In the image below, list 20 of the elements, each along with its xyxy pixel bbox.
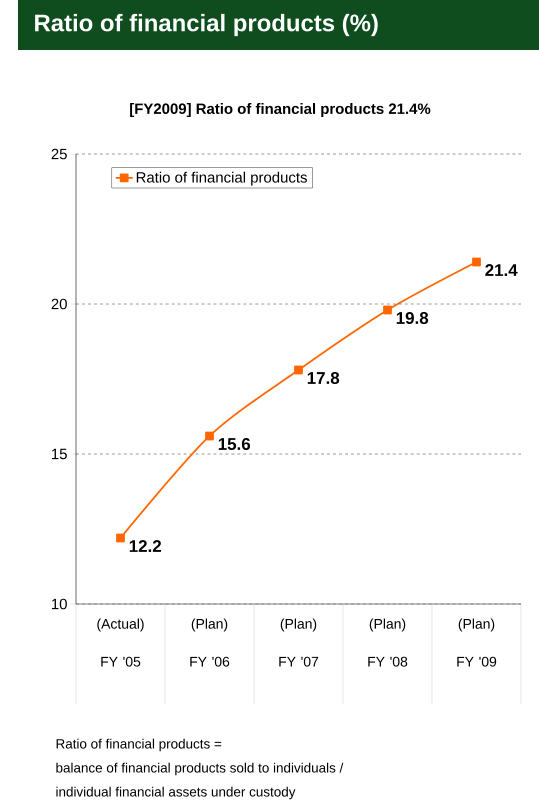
chart-subtitle: [FY2009] Ratio of financial products 21.4% (130, 103, 430, 117)
data-label: 17.8 (308, 372, 340, 384)
category-label: (Plan) FY '07 (279, 618, 318, 667)
y-tick-label: 10 (52, 598, 67, 610)
data-label: 12.2 (130, 540, 161, 552)
text: balance of financial products sold to individuals / (56, 762, 344, 776)
category-label: (Plan) FY '09 (457, 618, 496, 667)
text: Ratio of financial products = (56, 738, 222, 752)
data-label: 21.4 (485, 264, 518, 276)
category-label: (Plan) FY '06 (190, 618, 230, 667)
legend-label: Ratio of financial products (136, 172, 307, 186)
y-tick-label: 20 (52, 298, 67, 310)
category-label: (Actual) FY '05 (97, 618, 144, 667)
category-label: (Plan) FY '08 (368, 618, 408, 667)
y-tick-label: 25 (52, 148, 67, 160)
data-label: 15.6 (218, 438, 250, 450)
data-label: 19.8 (396, 312, 428, 324)
text: individual financial assets under custody (56, 786, 296, 800)
y-tick-label: 15 (52, 448, 67, 460)
chart-title: Ratio of financial products (%) (35, 14, 378, 36)
